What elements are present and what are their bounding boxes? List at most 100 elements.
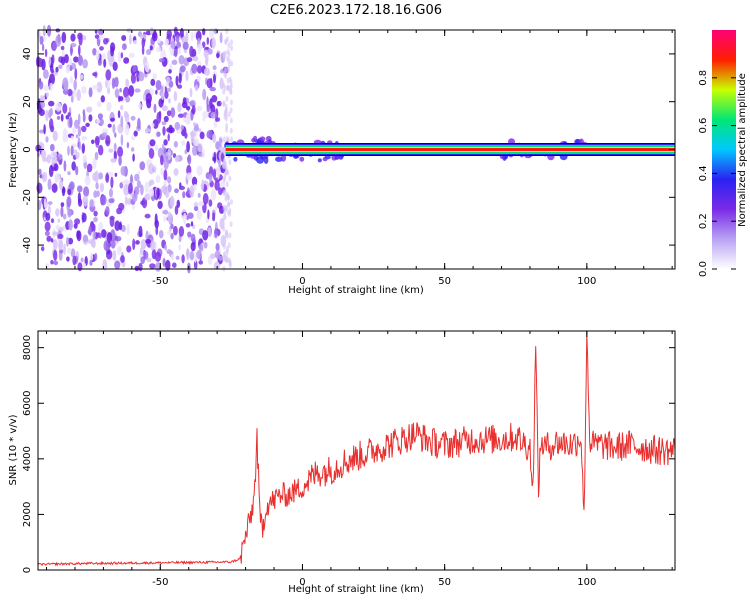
heatmap-noise-cell — [97, 59, 102, 66]
heatmap-noise-cell — [52, 231, 59, 236]
heatmap-noise-cell — [90, 252, 94, 261]
heatmap-noise-cell — [224, 103, 228, 110]
heatmap-noise-cell — [92, 228, 96, 241]
heatmap-noise-cell — [148, 163, 155, 175]
heatmap-noise-cell — [206, 96, 209, 109]
heatmap-noise-cell — [202, 148, 205, 158]
heatmap-noise-cell — [156, 131, 161, 137]
heatmap-noise-cell — [73, 79, 77, 91]
heatmap-noise-cell — [177, 102, 182, 113]
colorbar-tick-label: 0.0 — [698, 261, 709, 277]
heatmap-noise-cell — [227, 62, 231, 69]
heatmap-noise-cell — [174, 188, 179, 194]
heatmap-noise-cell — [67, 171, 71, 176]
heatmap-noise-cell — [167, 176, 172, 184]
heatmap-noise-cell — [139, 247, 144, 255]
heatmap-noise-cell — [123, 86, 130, 99]
heatmap-noise-cell — [69, 116, 73, 128]
heatmap-noise-cell — [189, 87, 193, 98]
heatmap-noise-cell — [67, 112, 71, 117]
heatmap-noise-cell — [74, 68, 78, 80]
heatmap-noise-cell — [59, 179, 64, 190]
heatmap-noise-cell — [181, 254, 185, 264]
heatmap-noise-cell — [222, 204, 226, 211]
snr-y-tick-label: 2000 — [22, 502, 33, 527]
heatmap-noise-cell — [105, 173, 110, 183]
snr-x-tick-label: 50 — [438, 577, 451, 588]
heatmap-noise-cell — [227, 201, 230, 208]
heatmap-noise-cell — [180, 124, 185, 130]
heatmap-noise-cell — [128, 182, 133, 194]
heatmap-noise-cell — [218, 159, 221, 169]
heatmap-noise-cell — [41, 43, 45, 52]
heatmap-noise-cell — [186, 57, 193, 63]
heatmap-noise-cell — [114, 132, 117, 138]
heatmap-noise-cell — [196, 105, 203, 112]
heatmap-noise-cell — [94, 151, 99, 161]
heatmap-noise-cell — [49, 143, 55, 152]
heatmap-noise-cell — [224, 165, 228, 172]
heatmap-noise-cell — [61, 56, 66, 66]
heatmap-noise-cell — [193, 259, 198, 270]
heatmap-noise-cell — [95, 182, 99, 190]
heatmap-noise-cell — [40, 149, 47, 159]
heatmap-noise-cell — [196, 75, 201, 82]
heatmap-noise-cell — [51, 54, 55, 64]
heatmap-noise-cell — [149, 263, 156, 269]
heatmap-noise-cell — [155, 174, 161, 184]
heatmap-noise-cell — [155, 80, 162, 91]
heatmap-noise-cell — [212, 133, 217, 143]
heatmap-signal-cell — [259, 136, 266, 142]
heatmap-noise-cell — [53, 249, 58, 262]
snr-y-axis-label: SNR (10 * v/v) — [8, 414, 19, 485]
heatmap-noise-cell — [75, 134, 79, 139]
heatmap-noise-cell — [163, 139, 168, 146]
heatmap-noise-cell — [82, 195, 89, 207]
heatmap-noise-cell — [98, 144, 104, 156]
heatmap-noise-cell — [229, 79, 233, 86]
heatmap-noise-cell — [168, 80, 174, 88]
heatmap-noise-cell — [66, 196, 72, 208]
spectrogram-panel: -50 0 50 100 -40 -20 0 20 40 Height of straight … — [8, 24, 676, 296]
heatmap-noise-cell — [62, 103, 68, 114]
heatmap-noise-cell — [133, 130, 138, 137]
heatmap-noise-cell — [205, 56, 209, 67]
heatmap-noise-cell — [134, 186, 140, 196]
heatmap-noise-cell — [48, 56, 52, 67]
heatmap-noise-cell — [60, 45, 65, 51]
heatmap-noise-cell — [225, 28, 229, 35]
heatmap-noise-cell — [73, 223, 78, 229]
heatmap-noise-cell — [69, 76, 74, 84]
snr-ticks: -50 0 50 100 0 2000 4000 6000 8000 — [22, 331, 675, 588]
heatmap-noise-cell — [65, 66, 70, 74]
heatmap-noise-cell — [174, 155, 180, 163]
heatmap-noise-cell — [222, 53, 226, 60]
heatmap-noise-cell — [225, 255, 229, 262]
heatmap-noise-cell — [95, 49, 100, 61]
heatmap-noise-cell — [92, 72, 97, 77]
heatmap-noise-cell — [121, 180, 128, 185]
heatmap-noise-cell — [52, 42, 57, 51]
heatmap-noise-cell — [214, 180, 220, 191]
heatmap-noise-cell — [131, 135, 135, 141]
heatmap-noise-cell — [226, 245, 229, 252]
heatmap-noise-cell — [196, 250, 202, 260]
heatmap-noise-cell — [67, 145, 70, 156]
heatmap-noise-cell — [186, 141, 191, 153]
heatmap-noise-cell — [114, 260, 121, 270]
heatmap-noise-cell — [164, 90, 169, 99]
heatmap-noise-cell — [163, 215, 167, 222]
heatmap-noise-cell — [114, 220, 121, 231]
heatmap-noise-cell — [190, 31, 194, 41]
heatmap-noise-cell — [55, 102, 62, 112]
heatmap-noise-cell — [91, 139, 95, 145]
heatmap-noise-cell — [193, 122, 196, 127]
heatmap-noise-cell — [227, 57, 231, 64]
heatmap-noise-cell — [53, 239, 58, 251]
heatmap-noise-cell — [225, 181, 229, 188]
heatmap-noise-cell — [185, 106, 191, 111]
heatmap-noise-cell — [120, 52, 124, 59]
heatmap-noise-cell — [81, 125, 87, 133]
heatmap-noise-cell — [230, 136, 233, 143]
snr-panel: -50 0 50 100 0 2000 4000 6000 8000 Height of str… — [8, 330, 676, 595]
